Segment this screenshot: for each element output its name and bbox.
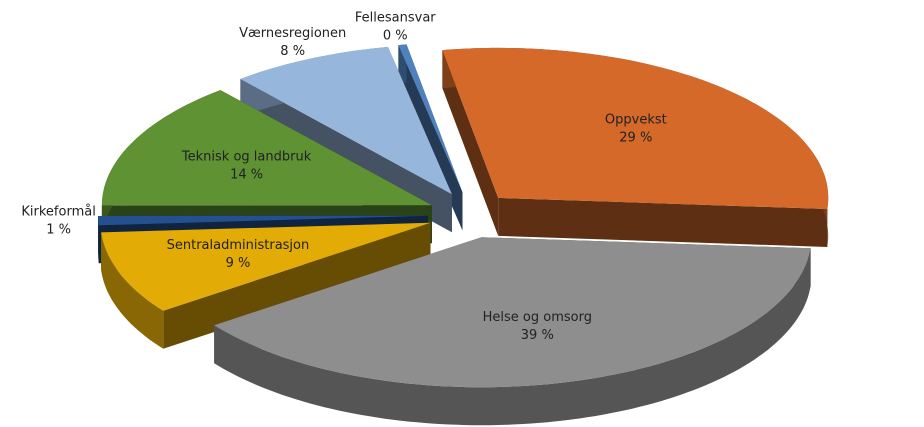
slice-side xyxy=(214,248,811,426)
slice xyxy=(398,44,463,193)
slice-edge xyxy=(442,50,499,236)
slice xyxy=(214,237,811,388)
slice-side xyxy=(98,215,99,264)
slice-value-label: 0 % xyxy=(383,29,408,44)
slice-value-label: 39 % xyxy=(521,328,554,343)
slice xyxy=(98,215,428,226)
slice-label: Fellesansvar xyxy=(355,11,436,26)
slice-value-label: 1 % xyxy=(46,223,71,238)
slice xyxy=(240,47,452,195)
slice xyxy=(101,222,431,311)
slice-label: Værnesregionen xyxy=(239,26,346,41)
slice-value-label: 8 % xyxy=(280,44,305,59)
slice-edge xyxy=(498,197,828,247)
slice xyxy=(442,47,829,210)
slice-side xyxy=(101,232,164,349)
slice-label: Helse og omsorg xyxy=(483,310,592,325)
slice-label: Oppvekst xyxy=(605,113,667,128)
slice-label: Sentraladministrasjon xyxy=(167,238,310,253)
slice-value-label: 29 % xyxy=(619,131,652,146)
slice xyxy=(101,90,432,206)
slice-value-label: 14 % xyxy=(230,167,263,182)
slice-value-label: 9 % xyxy=(226,256,251,271)
slice-label: Teknisk og landbruk xyxy=(181,149,312,164)
slice-label: Kirkeformål xyxy=(21,205,95,220)
